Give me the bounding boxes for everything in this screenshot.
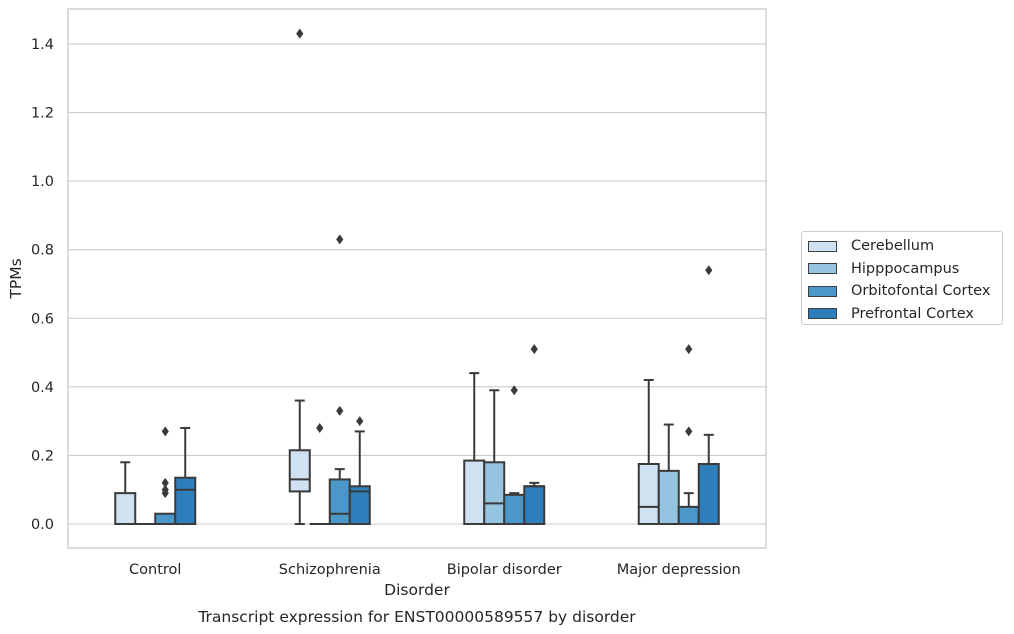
outlier-point (685, 426, 693, 437)
y-tick-label: 1.4 (31, 37, 54, 53)
box-hipppocampus (483, 389, 506, 526)
box-body (154, 512, 177, 526)
legend-item-hippocampus: Hipppocampus (808, 258, 1002, 281)
box-prefrontal-cortex (174, 426, 197, 525)
box-body (174, 476, 197, 525)
outlier-point (161, 426, 169, 437)
outlier-point (510, 385, 518, 396)
box-prefrontal-cortex (348, 416, 371, 526)
y-tick-label: 1.2 (31, 106, 54, 122)
y-tick-label: 0.4 (31, 380, 54, 396)
box-prefrontal-cortex (697, 265, 720, 525)
chart-caption: Transcript expression for ENST0000058955… (197, 608, 636, 626)
outlier-point (161, 477, 169, 488)
group-major-depression: Major depression (617, 265, 741, 578)
box-cerebellum (114, 461, 137, 526)
outlier-point (705, 265, 713, 276)
box-body (503, 493, 526, 525)
outlier-point (296, 28, 304, 39)
box-body (463, 459, 486, 526)
legend-item-orbitofrontal-cortex: Orbitofontal Cortex (808, 280, 1002, 303)
box-body (288, 449, 311, 493)
y-tick-label: 0.8 (31, 243, 54, 259)
box-orbitofontal-cortex (677, 344, 700, 526)
legend: Cerebellum Hipppocampus Orbitofontal Cor… (801, 231, 1003, 325)
x-tick-label: Bipolar disorder (447, 562, 562, 578)
outlier-point (356, 416, 364, 427)
box-cerebellum (288, 28, 311, 525)
box-body (523, 485, 546, 526)
legend-label-hippocampus: Hipppocampus (851, 260, 960, 277)
box-cerebellum (463, 372, 486, 526)
legend-swatch-orbitofrontal-cortex (808, 285, 837, 297)
x-axis-label: Disorder (384, 581, 450, 599)
y-tick-label: 0.0 (31, 517, 54, 533)
box-body (657, 469, 680, 525)
x-tick-label: Schizophrenia (279, 562, 381, 578)
outlier-point (336, 234, 344, 245)
x-tick-label: Major depression (617, 562, 741, 578)
box-body (483, 461, 506, 526)
box-cerebellum (637, 378, 660, 525)
box-prefrontal-cortex (523, 344, 546, 526)
box-body (677, 505, 700, 526)
box-body (637, 462, 660, 525)
y-grid: 0.0 0.2 0.4 0.6 0.8 1.0 1.2 1.4 (31, 37, 766, 533)
outlier-point (336, 405, 344, 416)
legend-label-prefrontal-cortex: Prefrontal Cortex (851, 305, 974, 322)
legend-label-orbitofrontal-cortex: Orbitofontal Cortex (851, 283, 991, 300)
y-tick-label: 1.0 (31, 174, 54, 190)
legend-label-cerebellum: Cerebellum (851, 238, 935, 255)
outlier-point (530, 344, 538, 355)
outlier-point (316, 422, 324, 433)
x-tick-label: Control (129, 562, 181, 578)
legend-item-prefrontal-cortex: Prefrontal Cortex (808, 303, 1002, 326)
box-hipppocampus (309, 422, 330, 525)
outlier-point (161, 488, 169, 499)
box-body (114, 492, 137, 526)
group-control: Control (114, 426, 197, 578)
box-body (697, 462, 720, 525)
box-hipppocampus (657, 423, 680, 525)
box-orbitofontal-cortex (154, 426, 177, 526)
y-tick-label: 0.2 (31, 448, 54, 464)
box-orbitofontal-cortex (503, 385, 526, 525)
legend-swatch-hippocampus (808, 263, 837, 275)
box-body (328, 478, 351, 526)
group-bipolar-disorder: Bipolar disorder (447, 344, 562, 578)
legend-swatch-cerebellum (808, 240, 837, 252)
box-orbitofontal-cortex (328, 234, 351, 526)
plot-frame (67, 8, 767, 549)
y-tick-label: 0.6 (31, 311, 54, 327)
group-schizophrenia: Schizophrenia (279, 28, 381, 578)
legend-swatch-prefrontal-cortex (808, 308, 837, 320)
box-body (348, 485, 371, 526)
y-axis-label: TPMs (7, 258, 25, 299)
legend-item-cerebellum: Cerebellum (808, 235, 1002, 258)
outlier-point (685, 344, 693, 355)
